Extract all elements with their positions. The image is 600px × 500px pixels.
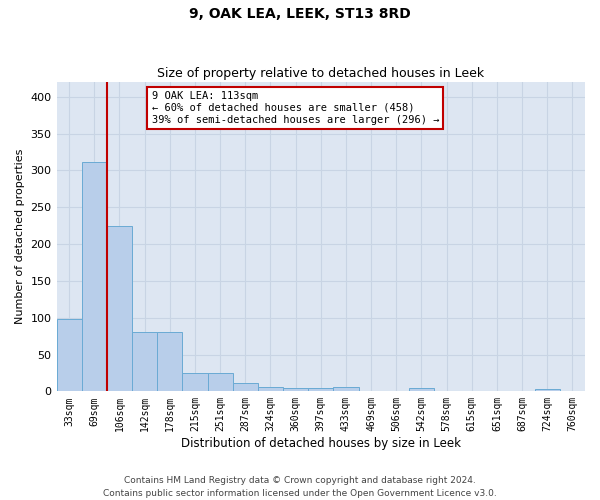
Text: 9, OAK LEA, LEEK, ST13 8RD: 9, OAK LEA, LEEK, ST13 8RD xyxy=(189,8,411,22)
Bar xyxy=(82,162,107,392)
Text: Contains HM Land Registry data © Crown copyright and database right 2024.
Contai: Contains HM Land Registry data © Crown c… xyxy=(103,476,497,498)
Bar xyxy=(283,388,308,392)
Bar xyxy=(182,373,208,392)
Bar xyxy=(157,332,182,392)
Bar xyxy=(233,383,258,392)
Bar xyxy=(258,387,283,392)
Bar xyxy=(334,387,359,392)
Bar xyxy=(308,388,334,392)
Bar xyxy=(107,226,132,392)
Title: Size of property relative to detached houses in Leek: Size of property relative to detached ho… xyxy=(157,66,484,80)
Bar xyxy=(56,319,82,392)
Bar xyxy=(535,389,560,392)
Bar xyxy=(409,388,434,392)
Y-axis label: Number of detached properties: Number of detached properties xyxy=(15,149,25,324)
Bar xyxy=(132,332,157,392)
Bar xyxy=(208,373,233,392)
Text: 9 OAK LEA: 113sqm
← 60% of detached houses are smaller (458)
39% of semi-detache: 9 OAK LEA: 113sqm ← 60% of detached hous… xyxy=(152,92,439,124)
X-axis label: Distribution of detached houses by size in Leek: Distribution of detached houses by size … xyxy=(181,437,461,450)
